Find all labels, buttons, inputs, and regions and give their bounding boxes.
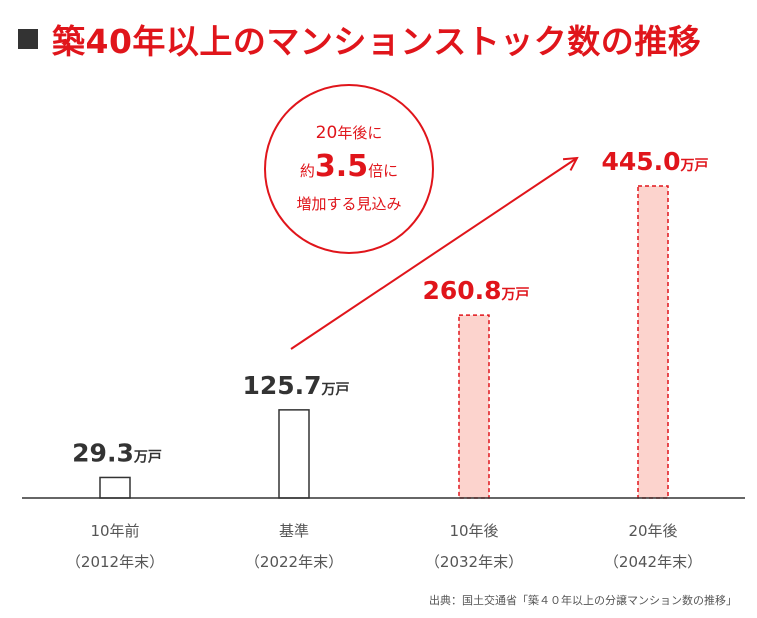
data-label-3: 445.0万戸 — [601, 147, 708, 176]
x-tick-sublabel-3: （2042年末） — [604, 553, 702, 571]
growth-callout-circle: 20年後に 約3.5倍に 増加する見込み — [264, 84, 434, 254]
data-label-0: 29.3万戸 — [72, 438, 162, 467]
x-tick-label-2: 10年後 — [449, 522, 498, 540]
x-tick-label-3: 20年後 — [628, 522, 677, 540]
data-label-unit-3: 万戸 — [680, 158, 709, 174]
data-label-2: 260.8万戸 — [422, 276, 529, 305]
data-label-value-3: 445.0 — [601, 147, 680, 176]
x-tick-label-0: 10年前 — [90, 522, 139, 540]
data-label-value-0: 29.3 — [72, 438, 134, 467]
data-label-value-2: 260.8 — [422, 276, 501, 305]
callout-approx: 約 — [299, 162, 315, 180]
x-tick-sublabel-2: （2032年末） — [425, 553, 523, 571]
x-tick-sublabel-0: （2012年末） — [66, 553, 164, 571]
trend-arrow-line — [290, 157, 578, 350]
chart-title-block: 築40年以上のマンションストック数の推移 — [18, 14, 701, 64]
callout-years-suffix: 年後に — [337, 124, 383, 142]
callout-line-1: 20年後に — [316, 117, 383, 150]
data-label-unit-2: 万戸 — [501, 287, 530, 303]
chart-title: 築40年以上のマンションストック数の推移 — [52, 22, 702, 61]
bar-1 — [278, 409, 310, 499]
data-label-unit-0: 万戸 — [133, 449, 162, 465]
data-label-value-1: 125.7 — [242, 371, 321, 400]
source-note: 出典：国土交通省「築４０年以上の分譲マンション数の推移」 — [429, 594, 737, 607]
data-label-unit-1: 万戸 — [321, 382, 350, 398]
bar-2 — [458, 314, 490, 499]
x-tick-label-1: 基準 — [279, 522, 309, 540]
bar-3 — [637, 185, 669, 499]
callout-multiplier-suffix: 倍に — [368, 162, 399, 180]
callout-years: 20 — [315, 123, 338, 143]
callout-multiplier: 3.5 — [314, 149, 369, 184]
callout-line-2: 約3.5倍に — [300, 150, 398, 188]
trend-arrow-head — [562, 156, 579, 171]
data-label-1: 125.7万戸 — [242, 371, 349, 400]
callout-line-3: 増加する見込み — [296, 195, 402, 213]
x-tick-sublabel-1: （2022年末） — [245, 553, 343, 571]
title-square-bullet-icon — [18, 29, 38, 49]
bar-0 — [99, 476, 131, 499]
